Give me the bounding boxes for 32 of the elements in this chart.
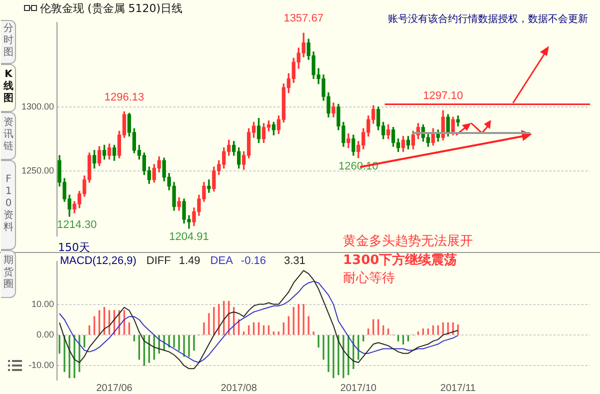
annotation: 1300下方继续震荡 [343,252,458,269]
y-tick-label: 10.00 [31,298,54,309]
annotation: 1214.30 [57,218,97,231]
x-tick-label: 2017/06 [96,382,133,394]
annotation: -0.16 [240,255,266,267]
y-tick-label: 1250.00 [21,165,54,176]
annotation: 1357.67 [284,12,324,25]
annotation: 账号没有该合约行情数据授权，数据不会更新 [388,12,588,26]
text: DEA [210,255,233,267]
annotation: 3.31 [284,255,306,267]
chart-title: MACD(12,26,9) [60,255,136,267]
text: 150天 [58,240,90,255]
text: F10资料 [3,174,14,234]
text: DIFF [146,255,171,267]
x-tick-label: 2017/11 [440,382,476,394]
text: 资讯链 [3,117,14,153]
x-tick-label: 2017/10 [340,382,377,394]
x-tick-label: 2017/08 [220,382,258,394]
text: K线图 [3,69,14,105]
y-tick-label: 1300.00 [21,101,54,112]
annotation: 1297.10 [423,90,463,102]
y-tick-label: -10.00 [28,360,54,370]
text: 分时图 [3,23,14,59]
y-tick-label: 0.00 [36,329,54,340]
text: 期货圈 [3,255,14,291]
annotation: 1296.13 [104,91,144,104]
candlestick [207,179,211,193]
annotation: 耐心等待 [343,270,395,287]
annotation: 1204.91 [169,230,209,243]
chart-title: 伦敦金现 (贵金属 5120)日线 [40,1,183,16]
annotation: 1.49 [178,255,200,267]
annotation: 黄金多头趋势无法展开 [343,233,473,250]
